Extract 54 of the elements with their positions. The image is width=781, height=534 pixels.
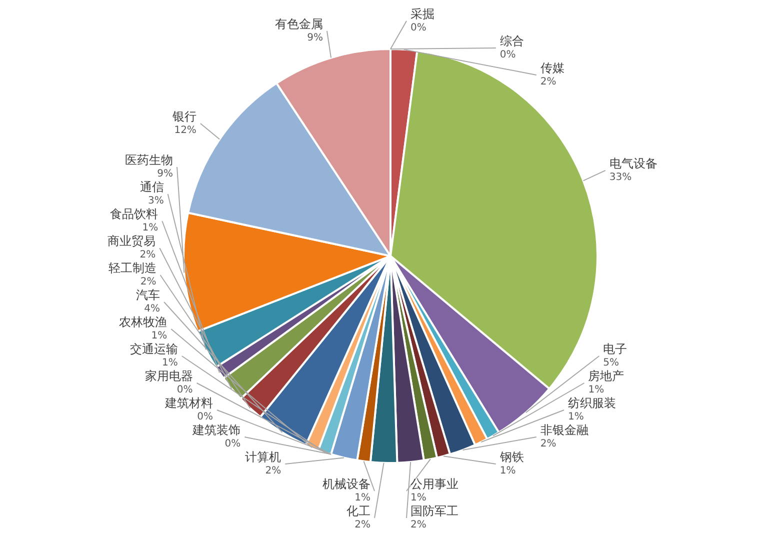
slice-label: 计算机	[245, 450, 282, 464]
data-label: 1%	[151, 330, 168, 342]
data-label: 9%	[307, 32, 323, 44]
slice-label: 电气设备	[609, 156, 658, 171]
slice-label: 通信	[140, 180, 164, 194]
slice-label: 房地产	[588, 369, 624, 384]
slice-label: 钢铁	[498, 450, 524, 464]
data-label: 1%	[568, 412, 584, 423]
category-label: 家用电器	[144, 369, 193, 384]
slice-label: 交通运输	[130, 342, 178, 356]
data-label: 9%	[157, 168, 174, 180]
text: 0%	[197, 412, 213, 423]
slice-label: 传媒	[540, 61, 564, 76]
slice-label: 银行	[171, 110, 196, 124]
category-label: 建筑材料	[164, 396, 213, 410]
text: 0%	[224, 438, 241, 450]
data-label: 1%	[500, 466, 516, 477]
slice-label: 公用事业	[410, 477, 458, 492]
category-label: 建筑装饰	[192, 423, 241, 438]
slice-label: 商业贸易	[108, 234, 156, 248]
text: 0%	[500, 50, 516, 61]
data-label: 2%	[140, 250, 156, 261]
data-label: 1%	[354, 492, 370, 504]
slice-label: 农林牧渔	[119, 315, 168, 330]
data-label: 2%	[265, 466, 282, 477]
data-label: 4%	[144, 304, 160, 315]
slice-label: 国防军工	[410, 504, 458, 518]
data-label: 1%	[410, 492, 426, 504]
data-label: 33%	[609, 172, 632, 184]
data-label: 5%	[603, 358, 620, 369]
text: 0%	[176, 384, 193, 396]
data-label: 1%	[588, 384, 604, 396]
slice-label: 食品饮料	[110, 207, 158, 222]
slice-label: 医药生物	[125, 153, 174, 168]
slice-label: 机械设备	[322, 477, 370, 492]
slice-label: 化工	[346, 504, 370, 518]
slice-label: 纺织服装	[568, 396, 616, 410]
text: 0%	[410, 22, 426, 34]
data-label: 1%	[142, 222, 158, 234]
data-label: 2%	[140, 276, 156, 288]
slice-label: 电子	[603, 342, 628, 356]
data-label: 3%	[148, 196, 164, 207]
category-label: 采掘	[410, 7, 434, 22]
data-label: 2%	[354, 520, 370, 531]
slice-label: 有色金属	[274, 17, 323, 32]
category-label: 综合	[500, 34, 524, 48]
data-label: 2%	[410, 520, 426, 531]
slice-label: 汽车	[136, 288, 160, 302]
slice-label: 轻工制造	[108, 261, 156, 276]
data-label: 2%	[540, 76, 556, 88]
slice-label: 非银金融	[540, 423, 588, 438]
data-label: 2%	[540, 438, 556, 450]
data-label: 12%	[174, 125, 196, 136]
data-label: 1%	[162, 358, 178, 369]
